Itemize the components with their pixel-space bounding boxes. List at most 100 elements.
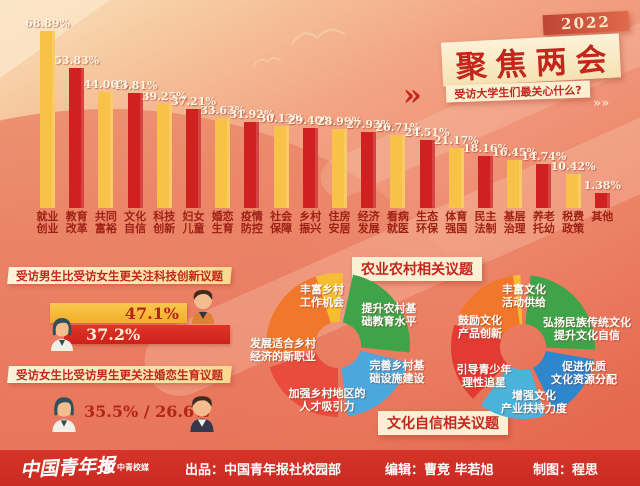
donut-segment-增强文化产业扶持力度 [480,365,546,419]
segment-label: 提升农村基 础教育水平 [361,302,417,328]
bar-value-label: 26.71% [375,120,421,134]
segment-label: 发展适合乡村 经济的新职业 [250,337,316,363]
credit-produced: 出品：中国青年报社校园部 [185,463,342,478]
female-avatar [52,397,76,432]
culture-donut-chart [450,275,596,419]
bar-value-label: 68.89% [25,17,70,31]
corner-light-wedge [0,0,110,78]
bird-icon [253,57,281,66]
bar-value-label: 53.83% [54,54,100,68]
bar-住房安居 [332,128,347,208]
chevron-right-mini-icon: »» [593,96,610,111]
bar-婚恋生育 [215,117,231,208]
bar-value-label: 14.74% [521,149,567,163]
bar-养老托幼 [536,163,552,208]
donut-segment-弘扬民族传统文化 提升文化自信 [525,275,596,350]
segment-label: 弘扬民族传统文化 提升文化自信 [543,316,631,342]
bar-看病就医 [390,134,406,208]
bar-category-label: 民主 法制 [474,210,497,235]
bar-category-label: 看病 就医 [386,210,409,235]
bar-category-label: 经济 发展 [357,210,380,235]
segment-label: 促进优质 文化资源分配 [551,360,617,386]
donut-segment-促进优质文化资源分配 [533,351,594,412]
bar-value-label: 33.63% [200,103,246,117]
bar-value-label: 18.16% [463,141,508,155]
bar-文化自信 [127,92,143,208]
bar-value-label: 28.99% [317,114,362,128]
bar-value-label: 27.93% [346,117,392,131]
male-avatar [192,290,214,324]
credit-editor: 编辑：曹竞 毕若旭 [385,463,494,478]
bar-value-label: 1.38% [583,179,621,192]
campus-media-label: 中青校媒 [117,462,149,472]
bar-value-label: 10.42% [550,160,596,174]
bar-category-label: 养老 托幼 [532,210,555,235]
bar-category-label: 科技 创新 [153,210,176,235]
bar-乡村振兴 [302,127,318,208]
bar-疫情防控 [244,121,260,208]
campus-media-icon [100,460,114,474]
bar-category-label: 乡村 振兴 [299,210,322,235]
segment-label: 完善乡村基 础设施建设 [369,359,425,385]
bar-生态环保 [419,139,435,208]
bar-就业创业 [40,31,55,208]
bar-科技创新 [156,103,172,208]
bar-category-label: 其他 [591,210,614,223]
bar-其他 [594,193,610,208]
bar-category-label: 文化 自信 [124,210,147,235]
donut-segment-加强乡村地区的人才吸引力 [269,352,338,417]
bar-value-label: 44.06% [83,78,129,92]
female-tech-bar: 37.2% [64,325,230,344]
culture-topics-title: 文化自信相关议题 [387,416,499,432]
bar-category-label: 社会 保障 [270,210,293,235]
bar-基层治理 [507,159,523,208]
segment-label: 鼓励文化 产品创新 [458,314,502,340]
bar-category-label: 税费 政策 [562,210,585,235]
bar-value-label: 24.51% [404,125,450,139]
credit-design: 制图：程思 [533,463,599,478]
bar-category-label: 就业 创业 [36,210,59,235]
gender-marriage-title: 受访女生比受访男生更关注婚恋生育议题 [16,367,223,382]
bar-category-label: 基层 治理 [503,210,526,235]
bar-value-label: 39.25% [141,89,187,103]
gender-marriage-banner: 受访女生比受访男生更关注婚恋生育议题 [7,366,232,383]
donut-segment-鼓励文化产品创新 [458,275,520,337]
bar-category-label: 住房 安居 [328,210,351,235]
campus-media-badge: 中青校媒 [100,460,149,474]
bar-妇女儿童 [186,108,201,208]
donut-segment-完善乡村基础设施建设 [341,350,408,417]
bar-value-label: 31.92% [229,107,275,121]
segment-label: 丰富文化 活动供给 [502,283,546,309]
bar-共同富裕 [98,92,114,208]
gender-marriage-values: 35.5% / 26.6% [84,402,210,421]
donut-segment-发展适合乡村经济的新职业 [266,276,331,358]
bar-category-label: 疫情 防控 [240,210,263,235]
bar-category-label: 共同 富裕 [94,210,117,235]
bar-category-label: 妇女 儿童 [182,210,205,235]
segment-label: 引导青少年 理性追星 [456,363,512,389]
segment-label: 加强乡村地区的 人才吸引力 [288,387,366,413]
donut-segment-提升农村基础教育水平 [342,274,410,353]
bar-value-label: 37.21% [171,94,216,108]
rural-donut-chart [266,273,410,417]
bar-社会保障 [273,126,289,208]
bar-教育改革 [69,68,85,208]
rural-topics-title-banner: 农业农村相关议题 [352,257,482,281]
bar-value-label: 30.13% [258,112,304,126]
bar-category-label: 生态 环保 [416,210,439,235]
culture-topics-title-banner: 文化自信相关议题 [378,411,508,435]
bar-经济发展 [361,131,377,208]
donut-segment-引导青少年理性追星 [450,324,507,399]
bar-value-label: 43.81% [112,78,158,92]
female-avatar [51,318,73,351]
bird-icon [290,28,346,46]
male-tech-value: 47.1% [124,303,179,323]
bar-value-label: 16.45% [492,145,538,159]
bar-value-label: 29.40% [287,113,333,127]
gender-tech-title: 受访男生比受访女生更关注科技创新议题 [16,268,223,283]
bar-民主法制 [478,155,493,208]
bar-category-label: 体育 强国 [445,210,468,235]
female-tech-value: 37.2% [86,325,141,344]
bar-税费政策 [565,174,581,208]
